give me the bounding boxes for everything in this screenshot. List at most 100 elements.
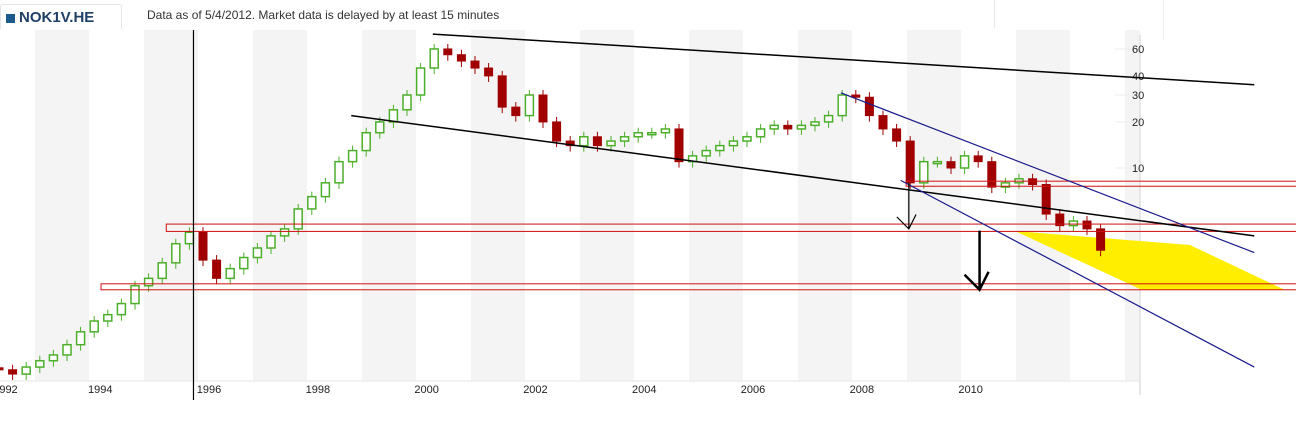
- data-delay-note: Data as of 5/4/2012. Market data is dela…: [147, 8, 500, 22]
- candle-body: [48, 354, 59, 362]
- candle-body: [823, 114, 834, 123]
- candle-body: [1055, 213, 1065, 227]
- symbol-tab[interactable]: NOK1V.HE: [0, 4, 122, 29]
- x-tick-label: 2000: [414, 384, 438, 396]
- candle-body: [715, 144, 725, 152]
- candle-body: [130, 284, 140, 305]
- candle-body: [89, 320, 99, 333]
- candle-body: [8, 369, 18, 375]
- candle-body: [511, 106, 521, 117]
- support-level-box: [905, 180, 1296, 187]
- candle-body: [552, 121, 562, 142]
- y-tick-label: 20: [1132, 117, 1144, 129]
- trendline: [351, 114, 1255, 237]
- candle-body: [701, 149, 711, 157]
- candle-body: [851, 94, 861, 98]
- x-tick-label: 2004: [632, 384, 656, 396]
- candle-body: [1096, 228, 1106, 251]
- year-band: [35, 30, 89, 381]
- candle-body: [728, 140, 739, 147]
- candle-body: [755, 128, 766, 138]
- x-tick-label: 1998: [306, 384, 330, 396]
- candle-body: [769, 124, 779, 130]
- candle-body: [1000, 182, 1011, 188]
- y-tick-label: 30: [1132, 90, 1144, 102]
- candle-body: [892, 128, 902, 142]
- candle-body: [579, 136, 589, 147]
- x-tick-label: 1996: [197, 384, 221, 396]
- candle-body: [456, 54, 466, 62]
- header-divider: [1163, 0, 1164, 40]
- down-arrow-icon: [896, 182, 917, 230]
- candle-body: [415, 67, 426, 96]
- candle-body: [35, 359, 45, 368]
- candle-body: [266, 235, 276, 249]
- year-band: [144, 30, 198, 381]
- candle-body: [538, 94, 548, 123]
- candle-body: [0, 367, 4, 371]
- candle-body: [1082, 220, 1092, 230]
- candle-body: [470, 60, 480, 69]
- candle-body: [320, 182, 331, 198]
- candle-body: [21, 366, 31, 375]
- year-band: [362, 30, 416, 381]
- candle-body: [864, 96, 874, 117]
- candle-body: [959, 155, 970, 169]
- candle-body: [932, 160, 943, 165]
- year-band: [253, 30, 307, 381]
- year-band: [798, 30, 852, 381]
- candle-body: [307, 195, 317, 210]
- candle-body: [443, 48, 453, 56]
- candle-body: [524, 94, 535, 117]
- year-band: [907, 30, 961, 381]
- x-tick-label: 2008: [850, 384, 874, 396]
- candle-body: [484, 67, 494, 77]
- candle-body: [116, 302, 127, 316]
- candle-body: [402, 94, 412, 111]
- candle-body: [660, 128, 671, 134]
- candle-body: [75, 331, 86, 346]
- candle-body: [293, 208, 303, 230]
- channel-line: [840, 92, 1255, 254]
- candle-body: [946, 161, 956, 169]
- candle-body: [171, 242, 181, 264]
- candle-body: [810, 121, 820, 127]
- candle-body: [225, 267, 235, 280]
- candle-body: [212, 259, 222, 279]
- candle-body: [742, 136, 752, 142]
- x-tick-label: 2006: [741, 384, 765, 396]
- candle-body: [783, 124, 793, 130]
- candle-body: [279, 228, 290, 237]
- year-band: [580, 30, 634, 381]
- candle-body: [905, 140, 915, 184]
- candle-body: [1068, 220, 1079, 227]
- candle-body: [347, 149, 358, 163]
- symbol-color-swatch: [6, 14, 15, 23]
- x-tick-label: 1992: [0, 384, 18, 396]
- header-divider: [994, 0, 995, 28]
- trendline: [432, 33, 1255, 86]
- channel-line: [900, 179, 1255, 368]
- candle-body: [796, 124, 807, 130]
- candle-body: [184, 231, 195, 245]
- candle-body: [592, 136, 602, 147]
- candle-body: [361, 131, 371, 152]
- target-zone: [1015, 231, 1285, 290]
- x-tick-label: 2010: [958, 384, 982, 396]
- candle-body: [429, 48, 439, 69]
- candle-body: [143, 277, 154, 287]
- candle-body: [198, 231, 208, 261]
- support-level-box: [165, 223, 1296, 232]
- candle-body: [239, 256, 249, 270]
- candle-body: [497, 75, 507, 108]
- candle-body: [919, 160, 929, 184]
- candle-body: [565, 140, 575, 147]
- y-tick-label: 60: [1132, 44, 1144, 56]
- x-tick-label: 2002: [523, 384, 547, 396]
- x-tick-label: 1994: [88, 384, 112, 396]
- candle-body: [157, 262, 167, 280]
- candle-body: [647, 131, 657, 136]
- symbol-label: NOK1V.HE: [19, 9, 95, 26]
